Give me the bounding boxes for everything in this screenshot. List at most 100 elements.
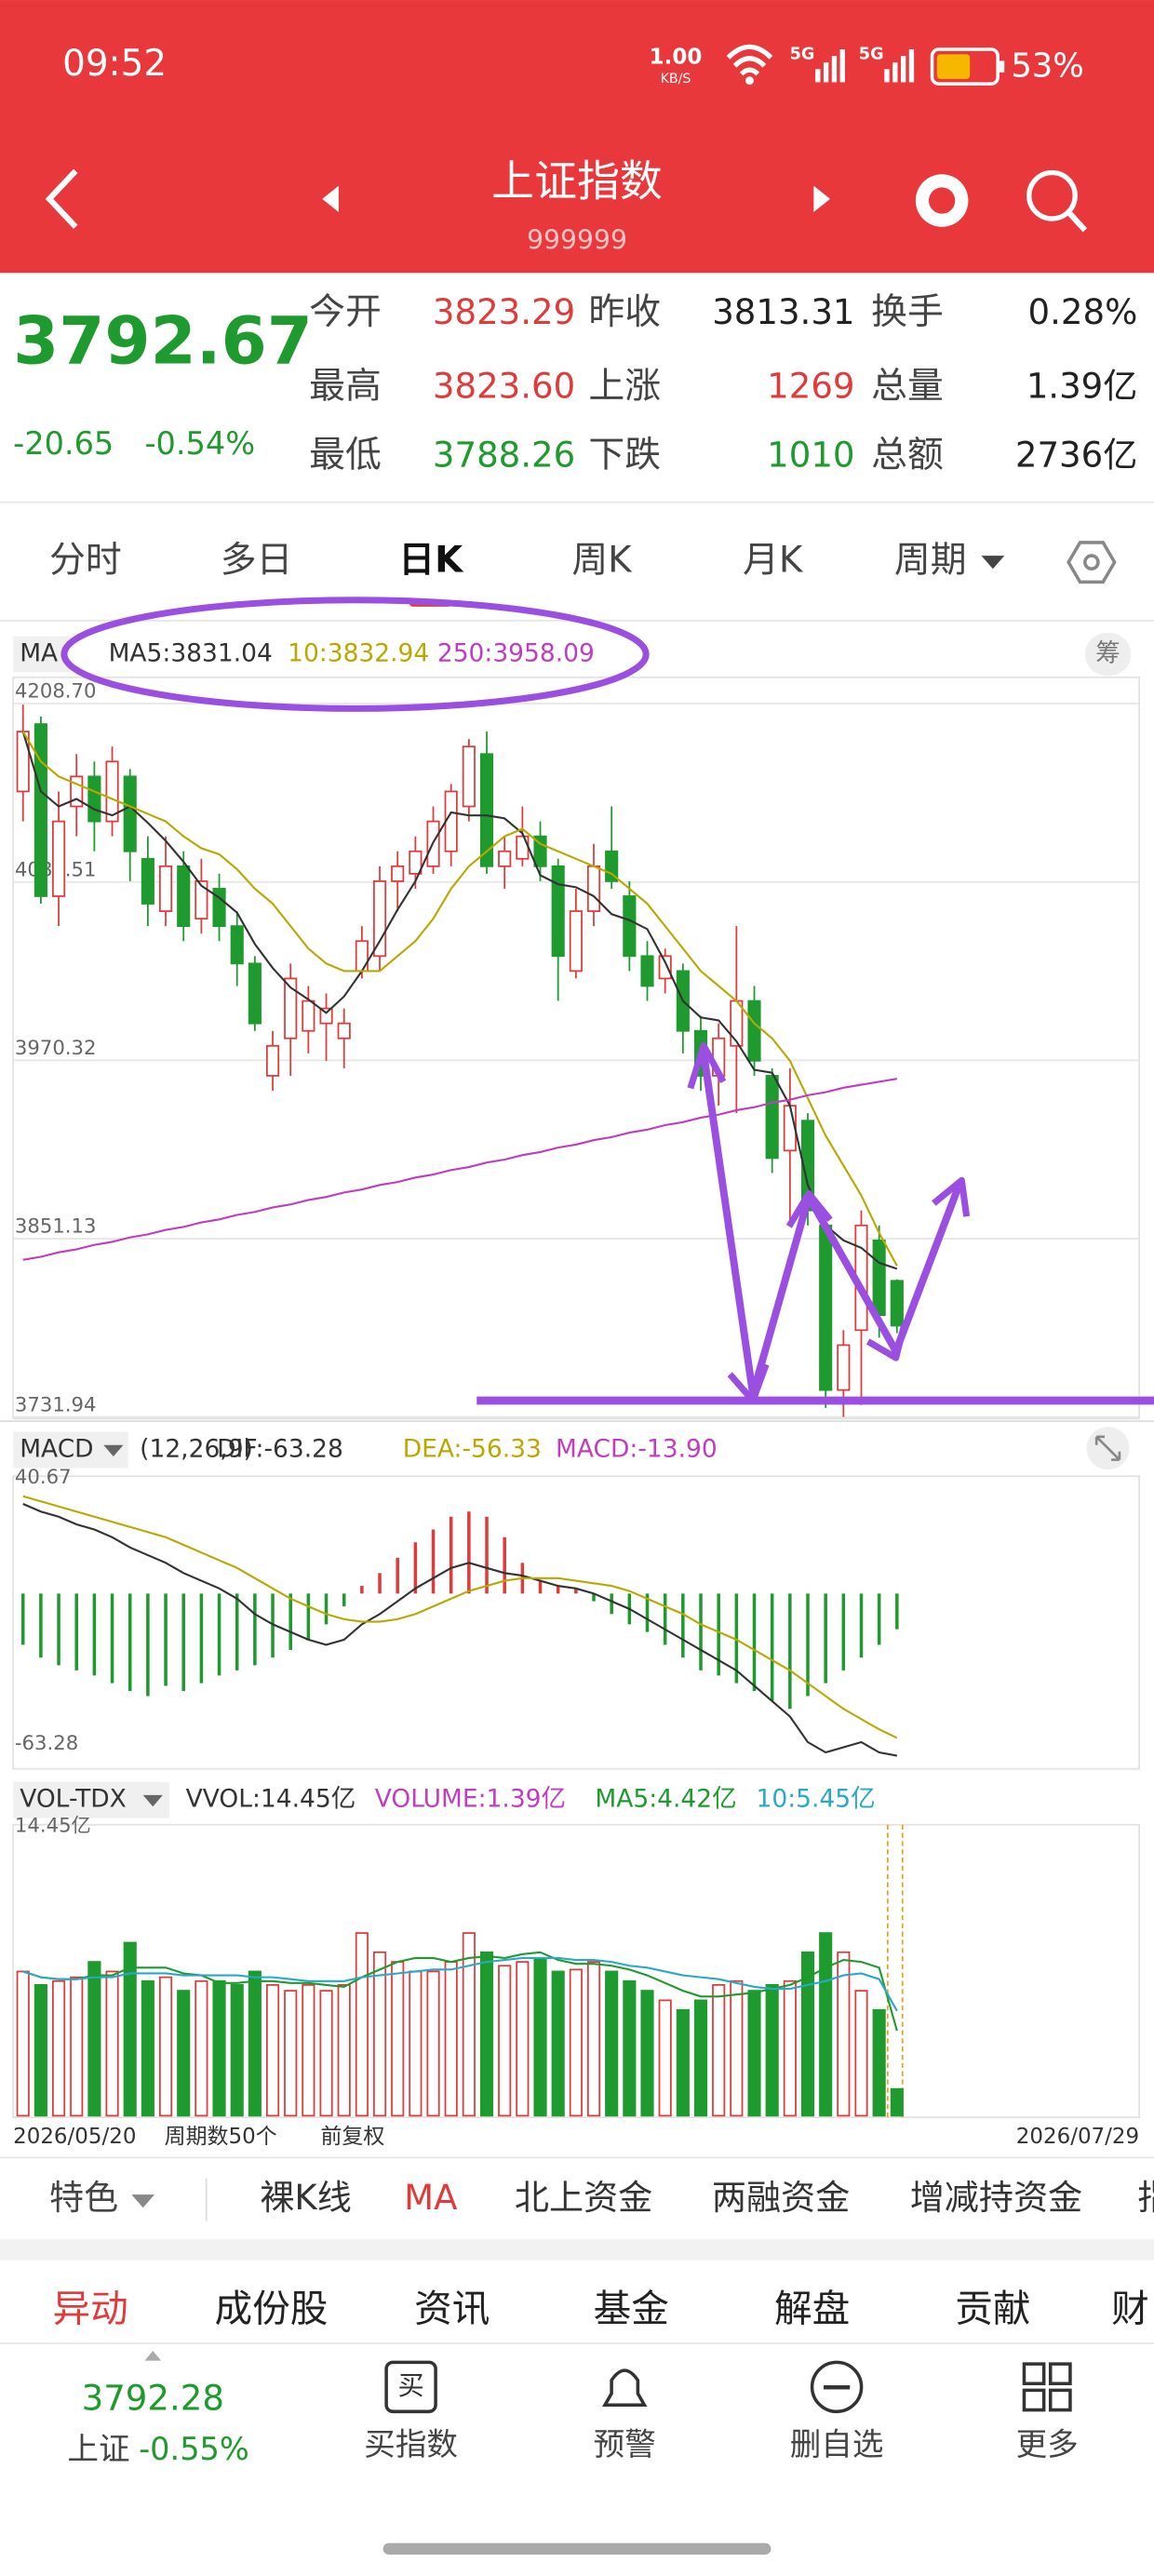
candle-body bbox=[479, 753, 494, 867]
more-icon[interactable] bbox=[1022, 2362, 1072, 2412]
volume-bar bbox=[230, 1984, 244, 2117]
prev-index[interactable] bbox=[322, 185, 339, 212]
settings-icon[interactable] bbox=[1067, 541, 1117, 584]
volume-bar bbox=[872, 2008, 886, 2117]
volume-bar bbox=[70, 1976, 84, 2117]
remove-icon[interactable] bbox=[810, 2360, 864, 2414]
tab-active[interactable]: 日K bbox=[398, 540, 464, 582]
volume-bar bbox=[284, 1990, 298, 2117]
candle-body bbox=[409, 850, 423, 875]
y-tick-label: 14.45亿 bbox=[15, 1813, 91, 1836]
tab[interactable]: 分时 bbox=[49, 540, 122, 582]
info-tab[interactable]: 成份股 bbox=[215, 2287, 329, 2331]
divider bbox=[0, 1420, 1154, 1422]
action-label[interactable]: 更多 bbox=[1016, 2426, 1079, 2462]
quote-value: 3823.60 bbox=[433, 366, 575, 406]
volume-bar bbox=[890, 2087, 904, 2117]
info-tab[interactable]: 基金 bbox=[594, 2287, 669, 2331]
footer-index-name[interactable]: 上证 bbox=[67, 2431, 129, 2467]
candle-body bbox=[765, 1075, 779, 1160]
legend-entry: MA5:4.42亿 bbox=[595, 1785, 736, 1814]
battery-tip bbox=[999, 60, 1005, 73]
tab[interactable]: 周K bbox=[571, 540, 633, 582]
chip-button[interactable]: 筹 bbox=[1095, 639, 1120, 668]
indicator-box[interactable] bbox=[13, 1781, 169, 1818]
indicator-tab-active[interactable]: MA bbox=[404, 2178, 458, 2218]
alert-icon[interactable] bbox=[601, 2368, 648, 2408]
legend-entry: 10:3832.94 bbox=[288, 639, 429, 668]
indicator-tab[interactable]: 指 bbox=[1137, 2178, 1154, 2218]
volume-bar bbox=[426, 1970, 440, 2117]
chip-button-bg[interactable] bbox=[1084, 633, 1132, 677]
volume-bar bbox=[819, 1932, 833, 2117]
candle-body bbox=[337, 1022, 351, 1040]
y-tick-label: 40.67 bbox=[15, 1465, 72, 1488]
indicator-tab[interactable]: 北上资金 bbox=[515, 2178, 652, 2218]
volume-bar bbox=[569, 1968, 583, 2117]
volume-bar bbox=[586, 1961, 601, 2117]
divider bbox=[0, 2156, 1154, 2159]
volume-ma-line bbox=[22, 1956, 898, 2012]
indicator-box[interactable] bbox=[13, 636, 70, 673]
indicator-tab[interactable]: 特色 bbox=[49, 2178, 118, 2218]
info-tab[interactable]: 资讯 bbox=[414, 2287, 490, 2331]
buy-icon[interactable] bbox=[384, 2360, 437, 2414]
candle-body bbox=[640, 955, 654, 987]
buy-icon-text[interactable]: 买 bbox=[397, 2370, 423, 2401]
info-tab[interactable]: 解盘 bbox=[774, 2287, 850, 2331]
candle-body bbox=[87, 775, 101, 823]
dropdown-caret bbox=[142, 1794, 163, 1807]
back-button[interactable] bbox=[45, 168, 78, 229]
info-tab[interactable]: 贡献 bbox=[955, 2287, 1030, 2331]
y-tick-label: -63.28 bbox=[15, 1731, 78, 1754]
info-tab-active[interactable]: 异动 bbox=[53, 2287, 128, 2331]
y-tick-label: 3731.94 bbox=[15, 1392, 97, 1415]
volume-bar bbox=[640, 1990, 654, 2117]
y-tick-label: 3970.32 bbox=[15, 1036, 97, 1059]
annotation-ellipse bbox=[60, 597, 650, 712]
volume-bar bbox=[177, 1990, 191, 2117]
indicator-name[interactable]: MACD bbox=[20, 1434, 93, 1463]
tab[interactable]: 多日 bbox=[221, 540, 293, 582]
candle-body bbox=[605, 850, 619, 882]
candle-body bbox=[195, 880, 208, 919]
tab[interactable]: 周期 bbox=[894, 540, 967, 582]
index-code: 999999 bbox=[527, 225, 627, 256]
action-label[interactable]: 预警 bbox=[594, 2426, 656, 2462]
action-label[interactable]: 买指数 bbox=[364, 2426, 458, 2462]
date-end: 2026/07/29 bbox=[1016, 2125, 1139, 2149]
legend-entry: DEA:-56.33 bbox=[403, 1434, 542, 1463]
indicator-tab[interactable]: 两融资金 bbox=[712, 2178, 850, 2218]
candle-body bbox=[533, 835, 547, 867]
indicator-tab[interactable]: 裸K线 bbox=[260, 2178, 351, 2218]
candle-body bbox=[623, 895, 637, 958]
indicator-name[interactable]: MA bbox=[20, 639, 58, 668]
legend-entry: DIF:-63.28 bbox=[217, 1434, 343, 1463]
quote-label: 最高 bbox=[309, 365, 382, 407]
volume-bar bbox=[551, 1970, 565, 2117]
next-index[interactable] bbox=[813, 185, 831, 212]
macd-frame bbox=[12, 1475, 1140, 1770]
candle-body bbox=[212, 888, 226, 928]
volume-bar bbox=[248, 1970, 262, 2117]
indicator-name[interactable]: VOL-TDX bbox=[20, 1785, 127, 1814]
volume-bar bbox=[105, 1970, 119, 2117]
volume-bar bbox=[87, 1961, 101, 2117]
dropdown-caret bbox=[103, 1444, 124, 1457]
indicator-tab[interactable]: 增减持资金 bbox=[910, 2178, 1082, 2218]
quote-value: 3788.26 bbox=[433, 436, 575, 476]
tab[interactable]: 月K bbox=[743, 540, 804, 582]
volume-bar bbox=[658, 1999, 672, 2117]
search-icon[interactable] bbox=[1027, 169, 1078, 221]
footer-change[interactable]: -0.55% bbox=[139, 2431, 249, 2467]
legend-entry: MA5:3831.04 bbox=[109, 639, 273, 668]
divider bbox=[0, 2342, 1154, 2344]
footer-price[interactable]: 3792.28 bbox=[82, 2378, 224, 2418]
quote-label: 总额 bbox=[871, 435, 944, 476]
action-label[interactable]: 删自选 bbox=[790, 2426, 884, 2462]
dropdown-caret bbox=[981, 556, 1005, 570]
candle-body bbox=[444, 790, 458, 852]
info-tab[interactable]: 财 bbox=[1111, 2287, 1149, 2331]
